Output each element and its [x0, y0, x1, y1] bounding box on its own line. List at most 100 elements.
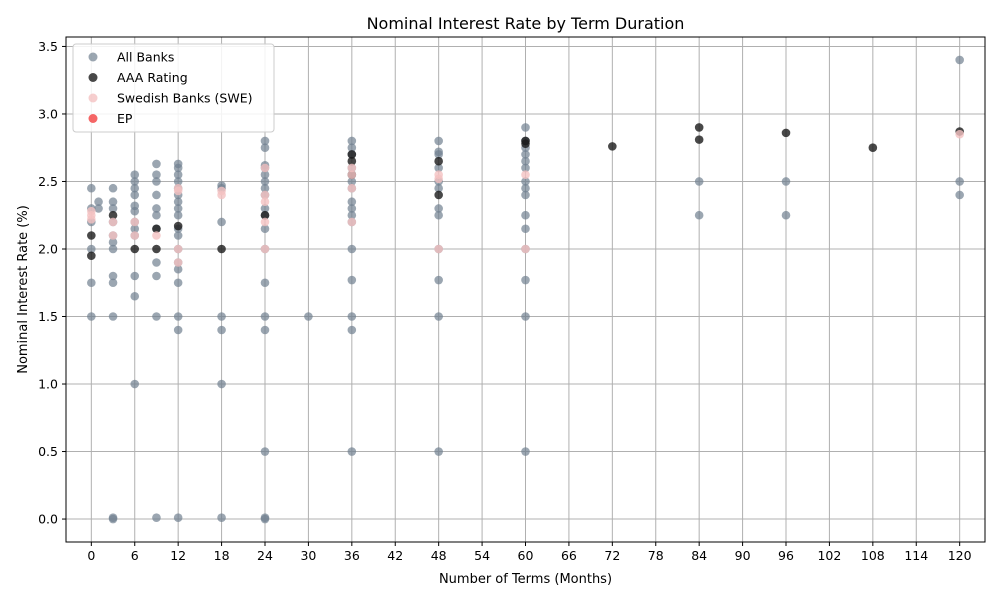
- data-point: [130, 224, 140, 234]
- data-point: [260, 190, 270, 200]
- data-point: [130, 231, 140, 240]
- legend-marker: [88, 93, 98, 103]
- data-point: [108, 197, 118, 207]
- data-point: [260, 325, 270, 335]
- data-point: [347, 210, 357, 220]
- data-point: [434, 447, 443, 456]
- data-point: [217, 513, 226, 522]
- data-point: [130, 244, 140, 254]
- y-tick-label: 2.5: [38, 174, 58, 189]
- x-tick-label: 60: [518, 548, 534, 563]
- data-point: [173, 513, 183, 522]
- data-point: [434, 136, 443, 146]
- legend: All Banks AAA Rating Swedish Banks (SWE) EP: [72, 43, 275, 133]
- data-point: [781, 177, 791, 186]
- data-point: [152, 244, 161, 254]
- data-point: [108, 231, 118, 240]
- data-point: [347, 325, 357, 335]
- legend-marker: [88, 114, 98, 123]
- data-point: [108, 204, 118, 213]
- data-point: [130, 379, 140, 389]
- data-point: [260, 197, 270, 207]
- x-tick-label: 96: [778, 548, 794, 563]
- data-point: [108, 237, 118, 247]
- data-point: [217, 217, 226, 227]
- data-point: [87, 278, 96, 288]
- data-point: [173, 210, 183, 220]
- data-point: [260, 143, 270, 153]
- data-point: [217, 312, 226, 321]
- data-point: [434, 210, 443, 220]
- data-point: [108, 217, 118, 227]
- data-point: [173, 258, 183, 267]
- data-point: [173, 264, 183, 274]
- data-point: [260, 514, 270, 524]
- data-point: [521, 244, 530, 254]
- y-tick-label: 3.0: [38, 106, 58, 121]
- x-tick-label: 102: [817, 548, 841, 563]
- data-point: [152, 177, 161, 186]
- legend-box: [72, 43, 275, 133]
- data-point: [781, 128, 791, 138]
- data-point: [152, 271, 161, 281]
- data-point: [521, 177, 530, 186]
- data-point: [173, 197, 183, 207]
- data-points: [87, 55, 964, 524]
- data-point: [130, 291, 140, 301]
- data-point: [347, 143, 357, 153]
- data-point: [130, 217, 140, 227]
- data-point: [694, 210, 704, 220]
- data-point: [130, 206, 140, 216]
- y-tick-label: 2.0: [38, 241, 58, 256]
- data-point: [152, 513, 161, 522]
- legend-marker: [88, 52, 98, 62]
- data-point: [434, 174, 443, 184]
- data-point: [521, 163, 530, 173]
- data-point: [694, 123, 704, 132]
- x-tick-label: 66: [561, 548, 577, 563]
- data-point: [108, 278, 118, 288]
- data-point: [434, 183, 443, 193]
- data-point: [434, 190, 443, 200]
- data-point: [347, 447, 357, 456]
- data-point: [347, 136, 357, 146]
- data-point: [217, 186, 226, 196]
- x-tick-label: 48: [431, 548, 447, 563]
- data-point: [260, 244, 270, 254]
- data-point: [347, 170, 357, 180]
- data-point: [173, 244, 183, 254]
- data-point: [130, 183, 140, 193]
- y-tick-label: 0.0: [38, 512, 58, 527]
- data-point: [152, 258, 161, 267]
- x-tick-label: 6: [131, 548, 139, 563]
- data-point: [347, 150, 357, 159]
- data-point: [521, 123, 530, 132]
- data-point: [434, 275, 443, 285]
- x-tick-label: 120: [948, 548, 972, 563]
- y-tick-label: 3.5: [38, 39, 58, 54]
- x-tick-label: 54: [474, 548, 490, 563]
- y-axis-title: Nominal Interest Rate (%): [16, 205, 31, 374]
- data-point: [173, 231, 183, 240]
- x-tick-label: 0: [87, 548, 95, 563]
- data-point: [347, 275, 357, 285]
- data-point: [87, 231, 96, 240]
- data-point: [130, 190, 140, 200]
- data-point: [955, 129, 964, 139]
- data-point: [347, 163, 357, 173]
- data-point: [347, 204, 357, 213]
- x-axis-title: Number of Terms (Months): [439, 572, 612, 587]
- y-tick-label: 1.5: [38, 309, 58, 324]
- data-point: [87, 244, 96, 254]
- data-point: [173, 312, 183, 321]
- x-tick-label: 36: [344, 548, 360, 563]
- data-point: [152, 224, 161, 234]
- data-point: [608, 142, 617, 151]
- data-point: [434, 244, 443, 254]
- data-point: [434, 312, 443, 321]
- data-point: [521, 447, 530, 456]
- data-point: [173, 278, 183, 288]
- data-point: [94, 197, 103, 207]
- data-point: [260, 177, 270, 186]
- legend-label: AAA Rating: [117, 70, 188, 85]
